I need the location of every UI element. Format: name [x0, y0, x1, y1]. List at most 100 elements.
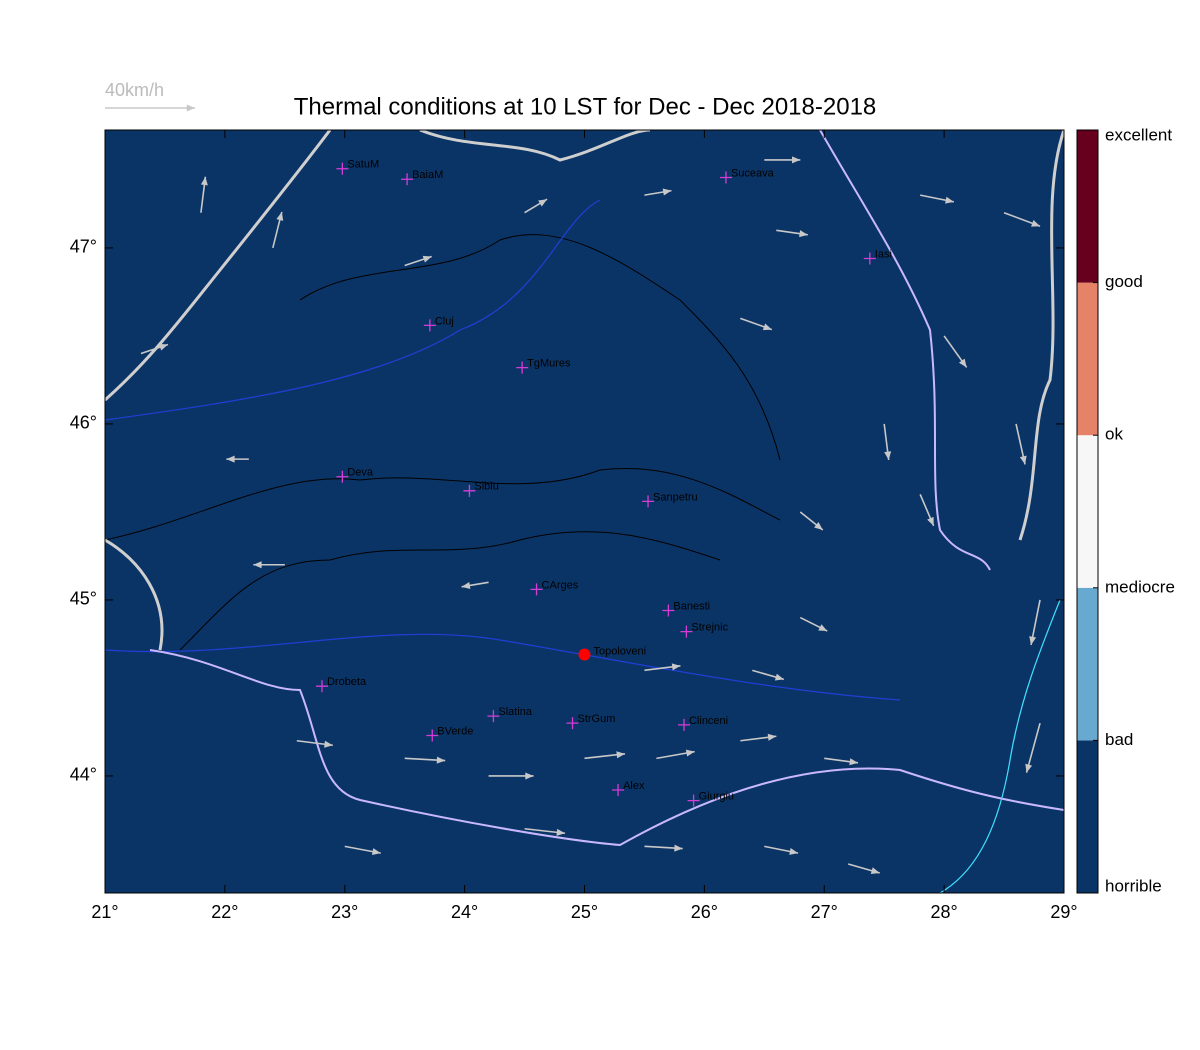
city-marker [463, 484, 476, 497]
arrow-head [556, 828, 566, 836]
city-label: BaiaM [412, 169, 443, 181]
city-label: Drobeta [327, 676, 367, 688]
x-tick-label: 29° [1050, 902, 1077, 922]
map-title: Thermal conditions at 10 LST for Dec - D… [294, 93, 877, 120]
city-label: Iasi [875, 248, 892, 260]
arrow-head [884, 451, 892, 460]
wind-arrow [776, 229, 808, 238]
wind-arrow [253, 561, 285, 569]
city-label: Banesti [673, 600, 710, 612]
country-border [1018, 130, 1064, 541]
arrow-head [371, 848, 381, 856]
city-marker [719, 171, 732, 184]
wind-arrow [1003, 211, 1041, 227]
colorbar-label: good [1105, 272, 1143, 291]
wind-arrow [140, 343, 169, 355]
arrow-head [870, 867, 880, 875]
wind-arrow [296, 739, 333, 748]
country-border [105, 130, 332, 402]
city-marker [336, 470, 349, 483]
arrow-head [436, 756, 446, 764]
wind-arrow [752, 669, 785, 681]
river [105, 199, 601, 421]
map-frame [104, 129, 1065, 894]
arrow-head [767, 733, 777, 741]
city-marker [423, 319, 436, 332]
wind-arrow [656, 749, 695, 760]
colorbar-segment [1077, 587, 1098, 741]
city-marker [516, 361, 529, 374]
city-marker [687, 794, 700, 807]
arrow-head [814, 522, 823, 530]
wind-arrow [764, 845, 799, 855]
city-label: Sibiu [474, 481, 498, 493]
wind-arrow [200, 176, 208, 213]
wind-scale-label: 40km/h [105, 80, 164, 100]
x-tick-label: 26° [691, 902, 718, 922]
arrow-head [662, 188, 672, 196]
city-marker [426, 729, 439, 742]
city-marker [863, 252, 876, 265]
x-tick-label: 28° [931, 902, 958, 922]
colorbar-segment [1077, 740, 1098, 893]
arrow-head [253, 561, 262, 569]
city-label: Cluj [435, 315, 454, 327]
arrow-head [200, 176, 208, 186]
border [149, 649, 1064, 847]
city-label: TgMures [527, 358, 571, 370]
wind-arrow [740, 317, 773, 331]
city-label: Strejnic [691, 622, 728, 634]
arrow-head [789, 848, 799, 855]
arrow-head [1029, 636, 1037, 645]
city-marker [530, 583, 543, 596]
arrow-head [616, 751, 625, 759]
arrow-head [226, 455, 235, 463]
wind-arrow [524, 827, 566, 836]
wind-arrow [488, 772, 534, 780]
wind-arrow [524, 198, 548, 214]
wind-arrow [943, 335, 968, 368]
colorbar-segment [1077, 435, 1098, 588]
colorbar-segment [1077, 130, 1098, 283]
wind-arrow [919, 494, 935, 527]
city-label: BVerde [437, 725, 473, 737]
wind-arrow [344, 845, 381, 856]
arrow-head [685, 749, 695, 757]
wind-arrow [644, 188, 672, 196]
wind-arrow [105, 104, 195, 112]
colorbar-segment [1077, 282, 1098, 436]
city-label: Clinceni [689, 715, 728, 727]
wind-arrow [740, 733, 777, 742]
colorbar-label: ok [1105, 425, 1123, 444]
x-tick-label: 24° [451, 902, 478, 922]
wind-arrow [226, 455, 249, 463]
x-tick-label: 25° [571, 902, 598, 922]
wind-arrow [1029, 599, 1041, 646]
x-tick-label: 27° [811, 902, 838, 922]
wind-arrow [404, 756, 446, 764]
wind-arrow [272, 211, 284, 249]
coastline [939, 599, 1061, 893]
arrow-head [158, 343, 168, 351]
border [819, 130, 991, 571]
city-marker [315, 680, 328, 693]
city-marker [487, 710, 500, 723]
x-tick-label: 21° [91, 902, 118, 922]
river [105, 633, 901, 701]
x-tick-label: 22° [211, 902, 238, 922]
city-marker [401, 173, 414, 186]
city-marker [680, 625, 693, 638]
site-marker [578, 648, 591, 661]
data-layer: 21° 22° 23° 24° 25° 26° 27° 28° 29° 44° 45° 46° 47° 4… [70, 80, 1175, 922]
arrow-head [774, 673, 784, 681]
city-label: Suceava [731, 167, 775, 179]
country-border [419, 130, 651, 162]
wind-arrow [1015, 423, 1027, 465]
arrow-head [538, 199, 548, 207]
contour [179, 531, 721, 651]
colorbar-label: bad [1105, 730, 1133, 749]
arrow-head [671, 663, 681, 671]
arrow-head [276, 211, 284, 221]
city-label: CArges [542, 579, 579, 591]
y-tick-label: 46° [70, 413, 97, 433]
